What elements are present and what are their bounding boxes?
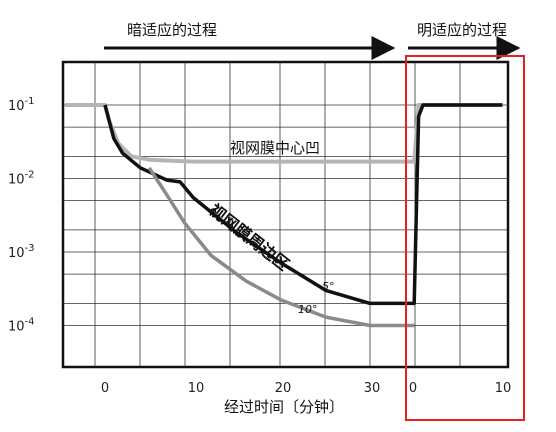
fovea-label: 视网膜中心凹 [230,139,320,157]
light-adaptation-highlight-box [405,55,525,421]
y-tick-label: 10-4 [8,317,35,335]
dark-phase-label: 暗适应的过程 [127,21,217,39]
grid-lines [63,62,508,367]
y-axis-ticks: 10-1 10-2 10-3 10-4 [8,96,35,335]
label-5-degree: 5° [322,280,335,293]
light-phase-label: 明适应的过程 [417,21,507,39]
series-periphery-10-line [147,166,415,328]
y-tick-label: 10-2 [8,170,35,188]
series-periphery-5-line [103,103,503,306]
label-10-degree: 10° [298,303,318,316]
x-tick-label: 30 [364,381,381,396]
x-tick-label: 10 [495,381,512,396]
x-tick-label: 10 [188,381,205,396]
series-layer [65,103,503,328]
x-axis-label: 经过时间〔分钟〕 [224,398,344,416]
y-tick-label: 10-1 [8,96,35,114]
x-axis-ticks: 0 10 20 30 0 10 [101,381,511,396]
x-tick-label: 0 [409,381,417,396]
plot-area [61,60,510,369]
x-tick-label: 0 [101,381,109,396]
x-tick-label: 20 [275,381,292,396]
y-tick-label: 10-3 [8,243,35,261]
